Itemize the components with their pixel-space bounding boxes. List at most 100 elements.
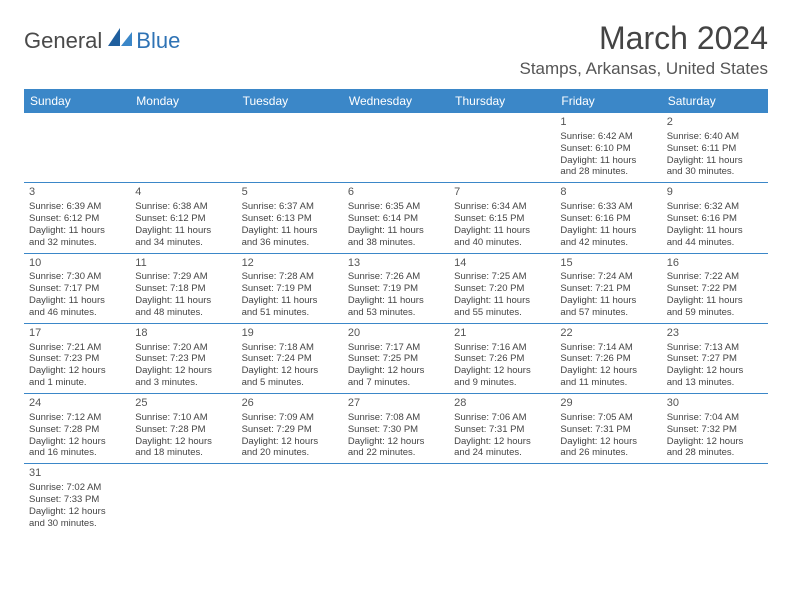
weekday-header: Saturday (662, 89, 768, 113)
day-number: 15 (560, 257, 656, 271)
day-number: 11 (135, 257, 231, 271)
sunset-line: Sunset: 7:23 PM (29, 353, 125, 365)
sunset-line: Sunset: 6:15 PM (454, 213, 550, 225)
day-cell: 2Sunrise: 6:40 AMSunset: 6:11 PMDaylight… (662, 113, 768, 182)
day-number: 25 (135, 397, 231, 411)
day-cell: 20Sunrise: 7:17 AMSunset: 7:25 PMDayligh… (343, 324, 449, 393)
day-cell: 1Sunrise: 6:42 AMSunset: 6:10 PMDaylight… (555, 113, 661, 182)
day-number: 13 (348, 257, 444, 271)
daylight-line-1: Daylight: 11 hours (348, 225, 444, 237)
weekday-header: Tuesday (237, 89, 343, 113)
day-number: 16 (667, 257, 763, 271)
day-cell: 28Sunrise: 7:06 AMSunset: 7:31 PMDayligh… (449, 394, 555, 463)
day-cell: 14Sunrise: 7:25 AMSunset: 7:20 PMDayligh… (449, 254, 555, 323)
day-cell: 21Sunrise: 7:16 AMSunset: 7:26 PMDayligh… (449, 324, 555, 393)
day-number: 22 (560, 327, 656, 341)
day-cell: 15Sunrise: 7:24 AMSunset: 7:21 PMDayligh… (555, 254, 661, 323)
daylight-line-2: and 51 minutes. (242, 307, 338, 319)
day-cell-empty (449, 113, 555, 182)
daylight-line-1: Daylight: 12 hours (29, 506, 125, 518)
sunset-line: Sunset: 7:22 PM (667, 283, 763, 295)
day-cell-empty (237, 113, 343, 182)
daylight-line-1: Daylight: 12 hours (29, 436, 125, 448)
daylight-line-2: and 36 minutes. (242, 237, 338, 249)
daylight-line-1: Daylight: 12 hours (348, 365, 444, 377)
day-number: 27 (348, 397, 444, 411)
daylight-line-1: Daylight: 11 hours (242, 295, 338, 307)
sunrise-line: Sunrise: 6:35 AM (348, 201, 444, 213)
daylight-line-2: and 24 minutes. (454, 447, 550, 459)
sunset-line: Sunset: 6:12 PM (29, 213, 125, 225)
week-row: 1Sunrise: 6:42 AMSunset: 6:10 PMDaylight… (24, 113, 768, 183)
daylight-line-2: and 20 minutes. (242, 447, 338, 459)
sunset-line: Sunset: 6:13 PM (242, 213, 338, 225)
sunset-line: Sunset: 6:14 PM (348, 213, 444, 225)
daylight-line-2: and 13 minutes. (667, 377, 763, 389)
sunset-line: Sunset: 7:28 PM (135, 424, 231, 436)
day-cell: 9Sunrise: 6:32 AMSunset: 6:16 PMDaylight… (662, 183, 768, 252)
daylight-line-2: and 7 minutes. (348, 377, 444, 389)
daylight-line-1: Daylight: 11 hours (348, 295, 444, 307)
sunrise-line: Sunrise: 6:33 AM (560, 201, 656, 213)
sunrise-line: Sunrise: 7:20 AM (135, 342, 231, 354)
sunset-line: Sunset: 7:26 PM (560, 353, 656, 365)
sunset-line: Sunset: 7:20 PM (454, 283, 550, 295)
sunset-line: Sunset: 7:31 PM (454, 424, 550, 436)
header: General Blue March 2024 Stamps, Arkansas… (24, 20, 768, 79)
weekday-header: Sunday (24, 89, 130, 113)
day-cell: 22Sunrise: 7:14 AMSunset: 7:26 PMDayligh… (555, 324, 661, 393)
daylight-line-2: and 53 minutes. (348, 307, 444, 319)
day-cell-empty (343, 113, 449, 182)
weekday-header: Wednesday (343, 89, 449, 113)
day-number: 7 (454, 186, 550, 200)
sunrise-line: Sunrise: 6:38 AM (135, 201, 231, 213)
daylight-line-1: Daylight: 11 hours (560, 225, 656, 237)
sunset-line: Sunset: 6:12 PM (135, 213, 231, 225)
weekday-header: Thursday (449, 89, 555, 113)
daylight-line-2: and 30 minutes. (667, 166, 763, 178)
daylight-line-1: Daylight: 11 hours (242, 225, 338, 237)
logo-text-blue: Blue (136, 28, 180, 54)
sunset-line: Sunset: 7:19 PM (348, 283, 444, 295)
daylight-line-2: and 46 minutes. (29, 307, 125, 319)
daylight-line-2: and 22 minutes. (348, 447, 444, 459)
day-cell: 18Sunrise: 7:20 AMSunset: 7:23 PMDayligh… (130, 324, 236, 393)
day-cell: 23Sunrise: 7:13 AMSunset: 7:27 PMDayligh… (662, 324, 768, 393)
daylight-line-1: Daylight: 12 hours (135, 436, 231, 448)
daylight-line-2: and 44 minutes. (667, 237, 763, 249)
day-number: 23 (667, 327, 763, 341)
daylight-line-2: and 34 minutes. (135, 237, 231, 249)
day-number: 18 (135, 327, 231, 341)
sunrise-line: Sunrise: 6:37 AM (242, 201, 338, 213)
day-number: 3 (29, 186, 125, 200)
day-cell-empty (130, 113, 236, 182)
daylight-line-2: and 28 minutes. (667, 447, 763, 459)
daylight-line-1: Daylight: 12 hours (29, 365, 125, 377)
day-number: 21 (454, 327, 550, 341)
weekday-header-row: SundayMondayTuesdayWednesdayThursdayFrid… (24, 89, 768, 113)
week-row: 3Sunrise: 6:39 AMSunset: 6:12 PMDaylight… (24, 183, 768, 253)
sunset-line: Sunset: 6:11 PM (667, 143, 763, 155)
day-cell-empty (662, 464, 768, 533)
sunrise-line: Sunrise: 7:24 AM (560, 271, 656, 283)
sunrise-line: Sunrise: 7:25 AM (454, 271, 550, 283)
calendar: SundayMondayTuesdayWednesdayThursdayFrid… (24, 89, 768, 534)
daylight-line-1: Daylight: 11 hours (454, 225, 550, 237)
sunrise-line: Sunrise: 7:14 AM (560, 342, 656, 354)
daylight-line-1: Daylight: 11 hours (667, 155, 763, 167)
daylight-line-1: Daylight: 12 hours (135, 365, 231, 377)
daylight-line-1: Daylight: 11 hours (560, 295, 656, 307)
sunrise-line: Sunrise: 7:02 AM (29, 482, 125, 494)
day-cell: 7Sunrise: 6:34 AMSunset: 6:15 PMDaylight… (449, 183, 555, 252)
month-title: March 2024 (519, 20, 768, 57)
day-number: 30 (667, 397, 763, 411)
day-cell: 16Sunrise: 7:22 AMSunset: 7:22 PMDayligh… (662, 254, 768, 323)
day-cell: 29Sunrise: 7:05 AMSunset: 7:31 PMDayligh… (555, 394, 661, 463)
logo-text-general: General (24, 28, 102, 54)
daylight-line-1: Daylight: 12 hours (560, 436, 656, 448)
day-cell: 31Sunrise: 7:02 AMSunset: 7:33 PMDayligh… (24, 464, 130, 533)
sunrise-line: Sunrise: 7:30 AM (29, 271, 125, 283)
day-number: 10 (29, 257, 125, 271)
daylight-line-2: and 59 minutes. (667, 307, 763, 319)
day-cell-empty (130, 464, 236, 533)
